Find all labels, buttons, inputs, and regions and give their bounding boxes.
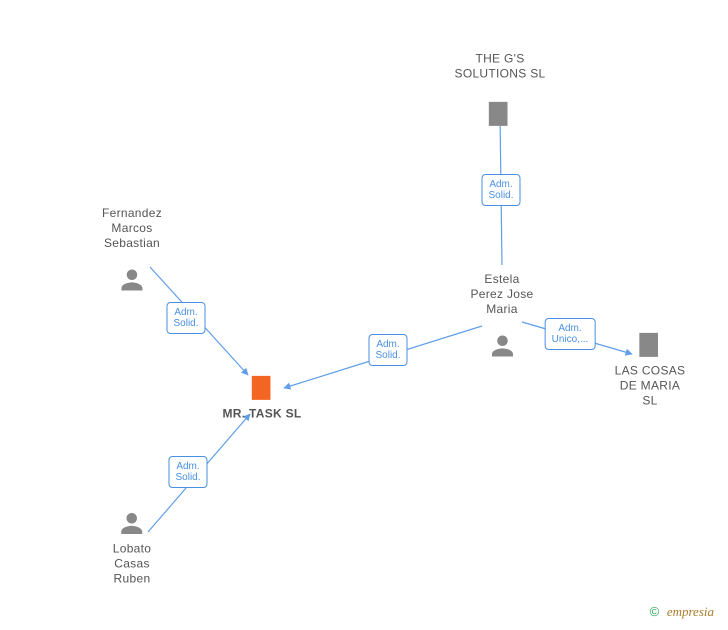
watermark: © empresia [650,604,714,620]
node-label: MR. TASK SL [222,407,301,422]
edge-label-estela-thegs: Adm. Solid. [481,174,520,206]
person-icon [118,283,146,297]
building-icon [634,349,666,363]
node-estela[interactable]: Estela Perez Jose Maria [470,272,533,364]
node-lascosas[interactable]: LAS COSAS DE MARIA SL [611,328,689,409]
node-lobato[interactable]: Lobato Casas Ruben [113,510,152,587]
diagram-canvas: { "type": "network", "canvas": { "width"… [0,0,728,630]
node-label: Lobato Casas Ruben [113,542,152,587]
building-icon [484,118,516,132]
copyright-symbol: © [650,604,660,619]
node-label: Fernandez Marcos Sebastian [102,206,162,251]
node-thegs[interactable]: THE G'S SOLUTIONS SL [455,52,546,133]
edge-label-estela-mr_task: Adm. Solid. [368,334,407,366]
edge-label-lobato-mr_task: Adm. Solid. [168,456,207,488]
node-label: Estela Perez Jose Maria [470,272,533,317]
edge-label-estela-lascosas: Adm. Unico,... [545,318,596,350]
person-icon [118,527,146,541]
node-mr_task[interactable]: MR. TASK SL [222,371,301,422]
node-fernandez[interactable]: Fernandez Marcos Sebastian [102,206,162,298]
edges-layer [0,0,728,630]
node-label: LAS COSAS DE MARIA SL [611,364,689,409]
person-icon [488,349,516,363]
building-icon [246,392,278,406]
edge-label-fernandez-mr_task: Adm. Solid. [166,302,205,334]
node-label: THE G'S SOLUTIONS SL [455,52,546,82]
brand-name: empresia [667,604,714,619]
